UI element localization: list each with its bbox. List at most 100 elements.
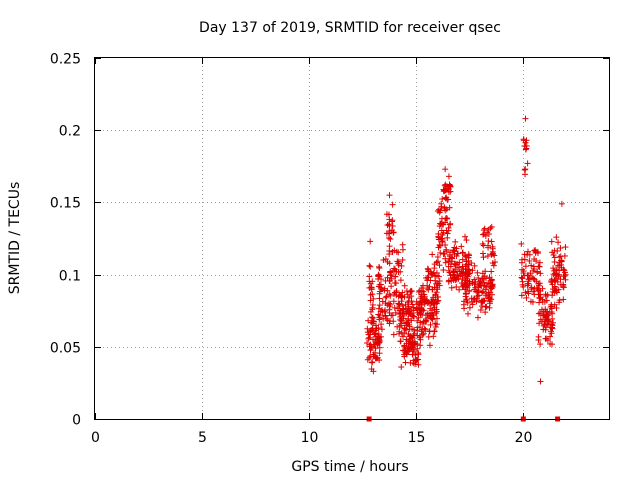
- data-point: [535, 310, 542, 317]
- data-point: [433, 315, 440, 322]
- data-point: [405, 338, 412, 345]
- data-point: [396, 307, 403, 314]
- data-point: [524, 248, 531, 255]
- data-point: [398, 364, 405, 371]
- data-point: [519, 281, 526, 288]
- data-point: [452, 238, 459, 245]
- data-point: [391, 247, 398, 254]
- data-point: [452, 276, 459, 283]
- data-point: [368, 314, 375, 321]
- data-point: [376, 312, 383, 319]
- data-point: [425, 333, 432, 340]
- data-point: [364, 325, 371, 332]
- data-point: [370, 318, 377, 325]
- data-point: [412, 361, 419, 368]
- data-point: [463, 237, 470, 244]
- data-point: [427, 321, 434, 328]
- data-point: [402, 359, 409, 366]
- data-point: [401, 330, 408, 337]
- data-point: [480, 282, 487, 289]
- data-point: [548, 303, 555, 310]
- data-point: [472, 284, 479, 291]
- data-point: [537, 270, 544, 277]
- data-point: [544, 337, 551, 344]
- data-point: [382, 307, 389, 314]
- data-point: [395, 269, 402, 276]
- data-point: [466, 270, 473, 277]
- data-point: [378, 333, 385, 340]
- data-point: [368, 359, 375, 366]
- data-point: [442, 241, 449, 248]
- data-point: [479, 270, 486, 277]
- data-point: [549, 249, 556, 256]
- data-point: [551, 258, 558, 265]
- data-point: [435, 293, 442, 300]
- data-point: [522, 146, 529, 153]
- data-point: [439, 238, 446, 245]
- data-point: [368, 319, 375, 326]
- data-point: [384, 274, 391, 281]
- data-point: [436, 262, 443, 269]
- data-point: [487, 300, 494, 307]
- data-point: [471, 276, 478, 283]
- data-point: [480, 227, 487, 234]
- data-point: [455, 264, 462, 271]
- data-point: [536, 294, 543, 301]
- data-point: [397, 338, 404, 345]
- data-point: [562, 276, 569, 283]
- data-point: [550, 265, 557, 272]
- data-point: [480, 242, 487, 249]
- data-point: [488, 268, 495, 275]
- data-point: [453, 253, 460, 260]
- data-point: [404, 347, 411, 354]
- data-point: [486, 295, 493, 302]
- data-point: [415, 351, 422, 358]
- data-point: [424, 277, 431, 284]
- data-point: [558, 200, 565, 207]
- data-point: [556, 259, 563, 266]
- y-tick-label: 0.2: [59, 124, 81, 140]
- data-point: [401, 282, 408, 289]
- data-point: [462, 233, 469, 240]
- data-point: [489, 282, 496, 289]
- data-point: [400, 310, 407, 317]
- data-point: [465, 254, 472, 261]
- data-point: [367, 347, 374, 354]
- data-point: [365, 335, 372, 342]
- data-point: [469, 279, 476, 286]
- data-point: [560, 296, 567, 303]
- data-point: [443, 194, 450, 201]
- data-point: [529, 299, 536, 306]
- data-point: [424, 285, 431, 292]
- data-point: [408, 317, 415, 324]
- data-point: [396, 328, 403, 335]
- data-point: [451, 244, 458, 251]
- data-point: [437, 249, 444, 256]
- data-point: [414, 341, 421, 348]
- data-point: [521, 251, 528, 258]
- data-point: [535, 291, 542, 298]
- data-point: [421, 291, 428, 298]
- data-point: [378, 326, 385, 333]
- y-tick-label: 0.05: [50, 341, 81, 357]
- data-point: [524, 282, 531, 289]
- data-point: [376, 316, 383, 323]
- data-point: [401, 293, 408, 300]
- data-point: [384, 287, 391, 294]
- data-point: [438, 227, 445, 234]
- data-point: [537, 378, 544, 385]
- data-point: [529, 274, 536, 281]
- data-point: [386, 277, 393, 284]
- data-point: [487, 225, 494, 232]
- data-point: [485, 231, 492, 238]
- data-point: [561, 252, 568, 259]
- data-point: [478, 303, 485, 310]
- data-point: [562, 244, 569, 251]
- data-point: [480, 297, 487, 304]
- data-point: [367, 308, 374, 315]
- data-point: [551, 301, 558, 308]
- data-point: [387, 236, 394, 243]
- data-point: [526, 251, 533, 258]
- data-point: [419, 299, 426, 306]
- data-point: [488, 296, 495, 303]
